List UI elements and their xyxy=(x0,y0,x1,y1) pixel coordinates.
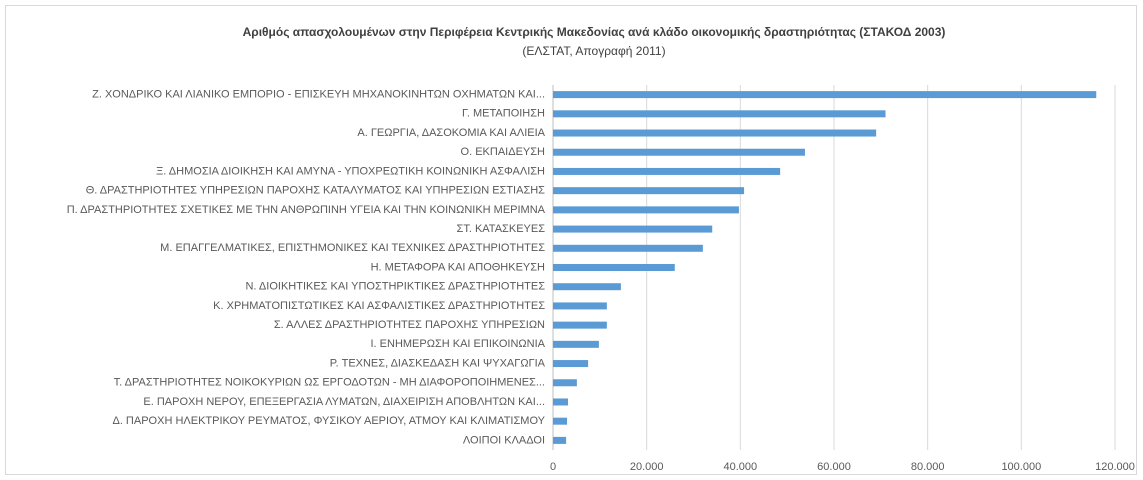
x-tick-label: 20.000 xyxy=(630,461,664,473)
y-tick-label: Α. ΓΕΩΡΓΙΑ, ΔΑΣΟΚΟΜΙΑ ΚΑΙ ΑΛΙΕΙΑ xyxy=(357,127,545,139)
y-tick-label: Σ. ΑΛΛΕΣ ΔΡΑΣΤΗΡΙΟΤΗΤΕΣ ΠΑΡΟΧΗΣ ΥΠΗΡΕΣΙΩ… xyxy=(274,319,545,331)
y-tick-label: Ν. ΔΙΟΙΚΗΤΙΚΕΣ ΚΑΙ ΥΠΟΣΤΗΡΙΚΤΙΚΕΣ ΔΡΑΣΤΗ… xyxy=(245,281,545,293)
x-tick-label: 80.000 xyxy=(911,461,945,473)
y-tick-label: ΛΟΙΠΟΙ ΚΛΑΔΟΙ xyxy=(463,434,545,446)
x-tick-label: 0 xyxy=(550,461,556,473)
y-tick-label: Ζ. ΧΟΝΔΡΙΚΟ ΚΑΙ ΛΙΑΝΙΚΟ ΕΜΠΟΡΙΟ - ΕΠΙΣΚΕ… xyxy=(92,89,545,101)
y-tick-label: Γ. ΜΕΤΑΠΟΙΗΣΗ xyxy=(462,108,545,120)
chart-border xyxy=(5,5,1137,475)
x-tick-label: 100.000 xyxy=(1001,461,1041,473)
bar xyxy=(553,187,745,195)
y-tick-label: Η. ΜΕΤΑΦΟΡΑ ΚΑΙ ΑΠΟΘΗΚΕΥΣΗ xyxy=(371,261,545,273)
y-tick-label: Π. ΔΡΑΣΤΗΡΙΟΤΗΤΕΣ ΣΧΕΤΙΚΕΣ ΜΕ ΤΗΝ ΑΝΘΡΩΠ… xyxy=(67,204,546,216)
bar xyxy=(553,398,568,406)
bar xyxy=(553,283,621,291)
y-tick-label: Δ. ΠΑΡΟΧΗ ΗΛΕΚΤΡΙΚΟΥ ΡΕΥΜΑΤΟΣ, ΦΥΣΙΚΟΥ Α… xyxy=(112,415,545,427)
bar xyxy=(553,148,805,156)
bar xyxy=(553,360,589,368)
bar xyxy=(553,340,599,348)
y-tick-label: Θ. ΔΡΑΣΤΗΡΙΟΤΗΤΕΣ ΥΠΗΡΕΣΙΩΝ ΠΑΡΟΧΗΣ ΚΑΤΑ… xyxy=(86,185,545,197)
bar xyxy=(553,264,675,271)
y-tick-label: Ο. ΕΚΠΑΙΔΕΥΣΗ xyxy=(461,146,546,158)
bar xyxy=(553,206,739,214)
bar xyxy=(553,91,1097,99)
x-tick-label: 40.000 xyxy=(724,461,758,473)
bar xyxy=(553,244,703,252)
bar xyxy=(553,379,577,387)
y-tick-label: Τ. ΔΡΑΣΤΗΡΙΟΤΗΤΕΣ ΝΟΙΚΟΚΥΡΙΩΝ ΩΣ ΕΡΓΟΔΟΤ… xyxy=(114,377,545,389)
bar xyxy=(553,321,607,329)
chart-title: Αριθμός απασχολουμένων στην Περιφέρεια Κ… xyxy=(243,25,946,39)
bar xyxy=(553,167,781,175)
bar xyxy=(553,302,607,310)
bar xyxy=(553,225,713,233)
bar xyxy=(553,110,886,118)
bar xyxy=(553,436,567,444)
bar xyxy=(553,129,877,137)
y-tick-label: ΣΤ. ΚΑΤΑΣΚΕΥΕΣ xyxy=(457,223,546,235)
x-tick-label: 60.000 xyxy=(817,461,851,473)
chart-subtitle: (ΕΛΣΤΑΤ, Απογραφή 2011) xyxy=(522,44,665,58)
y-tick-label: Ι. ΕΝΗΜΕΡΩΣΗ ΚΑΙ ΕΠΙΚΟΙΝΩΝΙΑ xyxy=(371,338,546,350)
bar xyxy=(553,417,568,425)
y-tick-label: Ε. ΠΑΡΟΧΗ ΝΕΡΟΥ, ΕΠΕΞΕΡΓΑΣΙΑ ΛΥΜΑΤΩΝ, ΔΙ… xyxy=(143,396,545,408)
y-tick-label: Μ. ΕΠΑΓΓΕΛΜΑΤΙΚΕΣ, ΕΠΙΣΤΗΜΟΝΙΚΕΣ ΚΑΙ ΤΕΧ… xyxy=(160,242,545,254)
x-tick-label: 120.000 xyxy=(1095,461,1135,473)
y-tick-label: Ξ. ΔΗΜΟΣΙΑ ΔΙΟΙΚΗΣΗ ΚΑΙ ΑΜΥΝΑ - ΥΠΟΧΡΕΩΤ… xyxy=(156,165,545,177)
y-tick-label: Κ. ΧΡΗΜΑΤΟΠΙΣΤΩΤΙΚΕΣ ΚΑΙ ΑΣΦΑΛΙΣΤΙΚΕΣ ΔΡ… xyxy=(213,300,545,312)
y-tick-label: Ρ. ΤΕΧΝΕΣ, ΔΙΑΣΚΕΔΑΣΗ ΚΑΙ ΨΥΧΑΓΩΓΙΑ xyxy=(330,357,546,369)
